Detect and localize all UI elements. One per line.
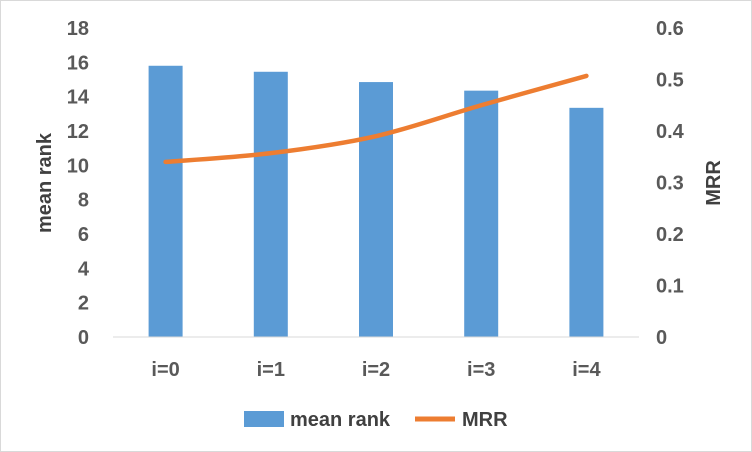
left-tick-label: 12 [67, 121, 89, 143]
left-tick-label: 16 [67, 52, 89, 74]
right-tick-label: 0.5 [656, 70, 684, 92]
category-label: i=4 [572, 359, 601, 381]
right-tick-label: 0.3 [656, 173, 684, 195]
right-tick-label: 0.1 [656, 276, 684, 298]
category-label: i=1 [257, 359, 285, 381]
left-tick-label: 10 [67, 155, 89, 177]
left-tick-label: 0 [78, 327, 89, 349]
left-tick-label: 8 [78, 190, 89, 212]
right-axis-ticks: 0 0.1 0.2 0.3 0.4 0.5 0.6 [656, 18, 685, 349]
right-tick-label: 0.6 [656, 18, 684, 40]
legend-swatch-mean-rank [244, 411, 284, 427]
left-tick-label: 6 [78, 224, 89, 246]
bar-mean-rank [464, 90, 499, 338]
legend-label-mean-rank: mean rank [290, 409, 391, 431]
mrr-line-layer [163, 73, 589, 165]
category-label: i=2 [362, 359, 390, 381]
right-tick-label: 0 [656, 327, 667, 349]
category-label: i=0 [151, 359, 179, 381]
right-tick-label: 0.2 [656, 224, 684, 246]
line-mrr [163, 73, 589, 165]
right-tick-label: 0.4 [656, 121, 685, 143]
category-label: i=3 [467, 359, 495, 381]
bar-mean-rank [148, 65, 183, 338]
left-tick-label: 4 [78, 258, 90, 280]
bar-mean-rank [569, 107, 604, 337]
mean-rank-bars [148, 65, 604, 338]
bar-mean-rank [253, 71, 288, 338]
legend: mean rank MRR [244, 409, 508, 431]
right-axis-title: MRR [703, 160, 725, 206]
legend-label-mrr: MRR [462, 409, 508, 431]
left-tick-label: 18 [67, 18, 89, 40]
category-ticks: i=0 i=1 i=2 i=3 i=4 [151, 359, 601, 381]
left-tick-label: 2 [78, 293, 89, 315]
bar-mean-rank [359, 82, 393, 337]
left-axis-ticks: 0 2 4 6 8 10 12 14 16 18 [67, 18, 90, 349]
left-tick-label: 14 [67, 87, 90, 109]
left-axis-title: mean rank [34, 132, 56, 233]
